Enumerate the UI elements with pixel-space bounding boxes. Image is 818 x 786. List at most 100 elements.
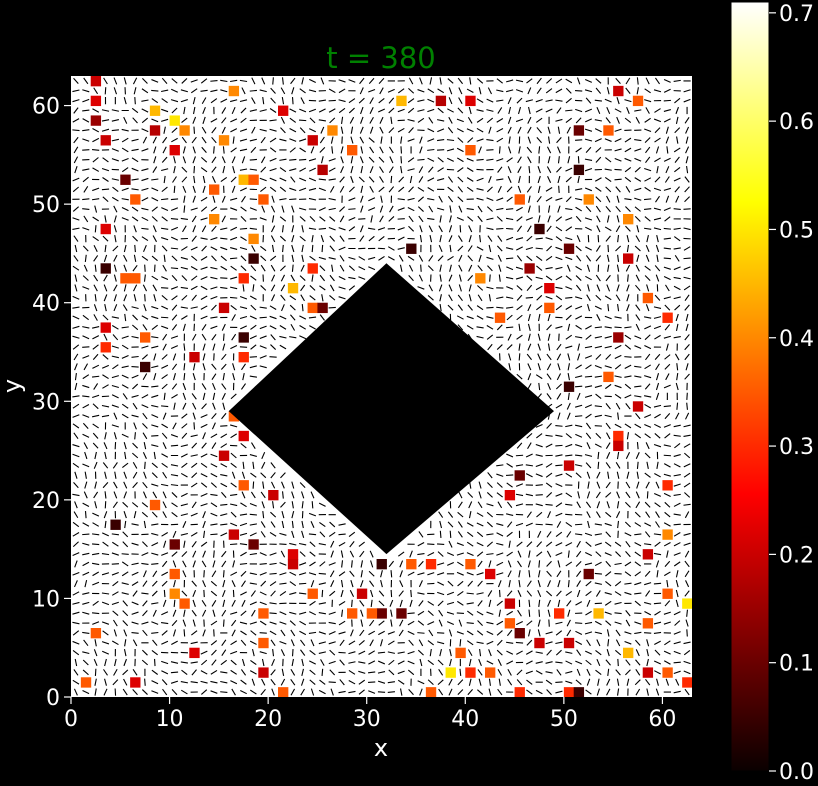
director-glyph — [319, 146, 326, 153]
director-glyph — [486, 217, 494, 221]
director-glyph — [457, 304, 463, 311]
director-glyph — [378, 620, 385, 626]
director-glyph — [111, 601, 119, 606]
director-glyph — [240, 639, 247, 646]
director-glyph — [585, 650, 592, 655]
director-glyph — [565, 167, 573, 172]
heatmap-cell — [169, 539, 180, 550]
director-glyph — [280, 472, 286, 479]
director-glyph — [597, 461, 600, 469]
director-glyph — [82, 414, 90, 418]
director-glyph — [249, 295, 257, 301]
director-glyph — [577, 175, 580, 184]
director-glyph — [626, 274, 629, 282]
director-glyph — [448, 294, 453, 302]
director-glyph — [417, 117, 425, 123]
director-glyph — [665, 136, 670, 144]
director-glyph — [595, 590, 601, 597]
director-glyph — [200, 670, 208, 675]
director-glyph — [565, 660, 573, 665]
director-glyph — [555, 661, 563, 664]
director-glyph — [171, 512, 178, 518]
director-glyph — [329, 216, 336, 222]
director-glyph — [447, 580, 454, 587]
director-glyph — [624, 501, 631, 508]
director-glyph — [437, 600, 444, 607]
director-glyph — [525, 522, 533, 527]
director-glyph — [260, 491, 266, 499]
director-glyph — [448, 97, 453, 105]
director-glyph — [506, 227, 514, 230]
director-glyph — [338, 275, 346, 281]
director-glyph — [683, 257, 691, 260]
director-glyph — [596, 106, 601, 115]
director-glyph — [575, 305, 583, 310]
director-glyph — [183, 363, 186, 371]
director-glyph — [507, 126, 512, 134]
director-glyph — [644, 375, 652, 379]
director-glyph — [311, 501, 314, 509]
director-glyph — [92, 364, 100, 369]
director-glyph — [507, 668, 512, 676]
director-glyph — [607, 304, 610, 312]
director-glyph — [318, 99, 326, 102]
director-glyph — [111, 109, 119, 112]
director-glyph — [163, 589, 166, 598]
director-glyph — [595, 669, 602, 675]
director-glyph — [537, 333, 541, 341]
director-glyph — [525, 99, 533, 103]
director-glyph — [370, 589, 374, 598]
y-tick-label: 60 — [32, 95, 60, 120]
director-glyph — [201, 560, 207, 568]
director-glyph — [279, 216, 287, 222]
director-glyph — [576, 235, 581, 243]
director-glyph — [575, 464, 583, 467]
director-glyph — [141, 227, 149, 230]
heatmap-cell — [475, 273, 486, 284]
director-glyph — [131, 621, 139, 625]
director-glyph — [565, 513, 573, 516]
director-glyph — [538, 560, 541, 568]
director-glyph — [221, 560, 227, 568]
director-glyph — [82, 384, 90, 389]
director-glyph — [605, 531, 612, 538]
director-glyph — [84, 580, 88, 588]
director-glyph — [594, 305, 602, 310]
director-glyph — [398, 590, 404, 597]
director-glyph — [664, 640, 671, 646]
director-glyph — [143, 570, 147, 578]
director-glyph — [575, 454, 583, 457]
director-glyph — [191, 540, 197, 548]
director-glyph — [388, 216, 395, 222]
highlighted-cells — [80, 76, 692, 697]
director-glyph — [624, 326, 632, 329]
director-glyph — [486, 316, 494, 319]
director-glyph — [449, 215, 452, 223]
director-glyph — [200, 78, 208, 84]
director-glyph — [311, 274, 314, 282]
director-glyph — [506, 236, 514, 241]
director-glyph — [241, 195, 246, 203]
director-glyph — [358, 679, 366, 685]
director-glyph — [506, 286, 514, 290]
director-glyph — [625, 206, 631, 213]
director-glyph — [318, 543, 326, 546]
director-glyph — [338, 107, 346, 114]
director-glyph — [379, 126, 384, 134]
heatmap-cell — [544, 283, 555, 294]
director-glyph — [360, 619, 364, 627]
director-glyph — [555, 649, 562, 656]
director-glyph — [290, 314, 296, 321]
director-glyph — [348, 265, 355, 272]
director-glyph — [249, 601, 257, 606]
director-glyph — [171, 324, 178, 331]
director-glyph — [457, 501, 463, 509]
director-glyph — [212, 560, 216, 568]
director-glyph — [242, 461, 245, 469]
heatmap-cell — [563, 687, 575, 697]
director-glyph — [526, 620, 533, 626]
director-glyph — [449, 244, 452, 253]
director-glyph — [478, 658, 482, 667]
director-glyph — [506, 482, 513, 488]
director-glyph — [171, 689, 178, 696]
